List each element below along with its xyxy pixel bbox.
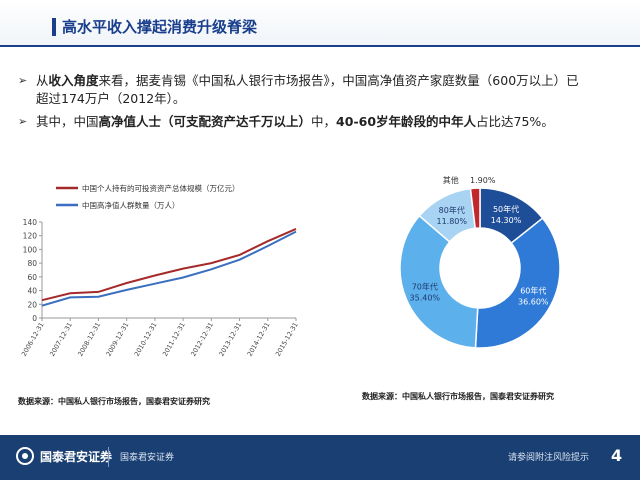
y-tick-label: 120 <box>23 232 38 241</box>
y-tick-label: 140 <box>23 218 38 227</box>
y-tick-label: 60 <box>27 273 37 282</box>
x-tick-label: 2009-12-31 <box>105 321 131 358</box>
company-logo-icon <box>16 447 34 465</box>
line-chart-source: 数据来源：中国私人银行市场报告，国泰君安证券研究 <box>18 397 210 406</box>
slice-label-5: 其他 <box>443 175 459 185</box>
x-tick-label: 2011-12-31 <box>161 321 187 358</box>
slice-pct-2: 36.60% <box>518 298 549 307</box>
x-tick-label: 2008-12-31 <box>76 321 102 358</box>
x-tick-label: 2010-12-31 <box>133 321 159 358</box>
page-title: 高水平收入撑起消费升级脊梁 <box>62 18 258 36</box>
bullet-text-part: 占比达75%。 <box>476 114 554 129</box>
slice-pct-3: 35.40% <box>410 293 441 302</box>
x-tick-label: 2012-12-31 <box>189 321 215 358</box>
pie-chart-source: 数据来源：中国私人银行市场报告，国泰君安证券研究 <box>362 392 554 401</box>
header: 高水平收入撑起消费升级脊梁 <box>0 0 640 47</box>
legend-label-2: 中国高净值人群数量（万人） <box>82 200 180 210</box>
donut-slice-5 <box>469 187 481 230</box>
slice-label-2: 60年代 <box>520 286 546 296</box>
footer-logo-text: 国泰君安证券 <box>40 450 113 464</box>
donut-slice-2 <box>474 217 561 349</box>
x-tick-label: 2006-12-31 <box>20 321 46 358</box>
x-tick-label: 2007-12-31 <box>48 321 74 358</box>
y-tick-label: 100 <box>23 245 38 254</box>
y-tick-label: 20 <box>27 300 37 309</box>
slice-pct-4: 11.80% <box>436 217 467 226</box>
footer-risk-notice: 请参阅附注风险提示 <box>508 453 590 463</box>
donut-chart: 50年代 14.30% 60年代 36.60% 70年代 35.40% 80年代 11.80%… <box>399 175 561 349</box>
series-line-1 <box>41 227 297 302</box>
x-tick-label: 2013-12-31 <box>217 321 243 358</box>
x-tick-label: 2014-12-31 <box>246 321 272 358</box>
page-number: 4 <box>611 446 623 465</box>
bullet-text: 从收入角度来看，据麦肯锡《中国私人银行市场报告》，中国高净值资产家庭数量（600… <box>36 72 579 108</box>
series-line-2 <box>41 230 297 307</box>
header-divider <box>0 45 640 47</box>
y-tick-label: 40 <box>27 287 37 296</box>
bullet-arrow-icon: ➢ <box>18 74 28 87</box>
slice-pct-1: 14.30% <box>491 216 522 225</box>
bullet-text-bold: 40-60岁年龄段的中年人 <box>336 114 477 129</box>
legend-label-1: 中国个人持有的可投资资产总体规模（万亿元） <box>82 183 240 193</box>
x-tick-label: 2015-12-31 <box>274 321 300 358</box>
title-accent-bar <box>52 18 56 36</box>
slice-pct-5: 1.90% <box>470 176 496 185</box>
bullet-text-part: 其中，中国 <box>36 114 99 129</box>
footer-company: 国泰君安证券 <box>120 453 175 463</box>
bullet-text-part: 来看，据麦肯锡《中国私人银行市场报告》，中国高净值资产家庭数量（600万以上）已 <box>98 73 579 88</box>
bullet-text: 其中，中国高净值人士（可支配资产达千万以上）中，40-60岁年龄段的中年人占比达… <box>36 113 554 131</box>
bullet-text-bold: 收入角度 <box>48 73 99 88</box>
bullet-arrow-icon: ➢ <box>18 115 28 128</box>
slice-label-1: 50年代 <box>493 204 519 214</box>
bullet-text-bold: 高净值人士（可支配资产达千万以上） <box>98 114 312 129</box>
bullet-text-part: 从 <box>36 73 49 88</box>
y-tick-label: 80 <box>27 259 37 268</box>
y-tick-label: 0 <box>32 314 37 323</box>
footer-separator <box>108 447 109 467</box>
bullet-text-part: 中， <box>311 114 337 129</box>
footer: 国泰君安证券 国泰君安证券 请参阅附注风险提示 4 <box>0 435 640 480</box>
donut-slice-3 <box>399 214 479 349</box>
slice-label-3: 70年代 <box>412 281 438 291</box>
slice-label-4: 80年代 <box>439 205 465 215</box>
bullet-text-part: 超过174万户（2012年）。 <box>36 91 186 106</box>
